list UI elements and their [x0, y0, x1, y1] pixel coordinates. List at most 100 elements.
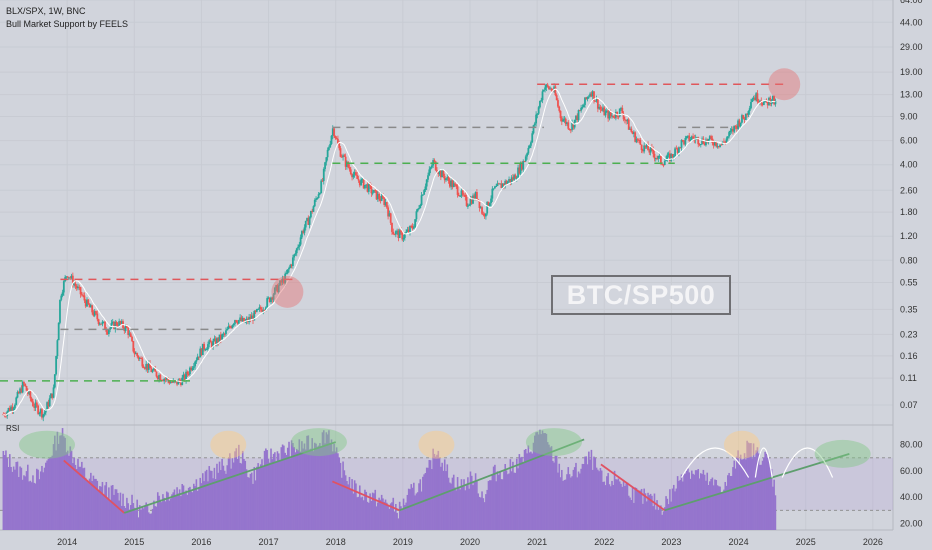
- candle-body: [724, 141, 727, 143]
- candle-body: [380, 195, 383, 201]
- candle-body: [26, 390, 29, 394]
- candle-body: [100, 323, 103, 325]
- candle-body: [625, 119, 628, 122]
- candle-body: [357, 178, 360, 181]
- candle-body: [559, 110, 562, 119]
- candle-body: [622, 113, 625, 120]
- candle-body: [586, 96, 589, 100]
- candle-body: [337, 138, 339, 144]
- candle-body: [564, 118, 567, 125]
- candle-body: [562, 119, 565, 122]
- candle-body: [124, 325, 127, 331]
- candle-body: [261, 309, 263, 312]
- candle-body: [19, 388, 21, 394]
- candle-body: [194, 361, 196, 367]
- candle-body: [50, 393, 52, 399]
- candle-body: [641, 150, 644, 152]
- price-tick-label: 0.11: [900, 373, 917, 383]
- price-tick-label: 0.07: [900, 400, 918, 410]
- candle-body: [530, 142, 532, 146]
- candle-body: [638, 139, 640, 141]
- candle-body: [546, 84, 549, 87]
- candle-body: [144, 367, 146, 369]
- candle-body: [523, 161, 526, 163]
- candle-body: [635, 139, 638, 142]
- candle-body: [734, 125, 737, 127]
- candle-body: [136, 353, 139, 356]
- candle-body: [447, 176, 450, 181]
- candle-body: [101, 321, 104, 325]
- candle-body: [55, 356, 58, 375]
- candle-body: [183, 374, 186, 381]
- candle-body: [62, 281, 65, 293]
- candle-body: [554, 86, 557, 96]
- candle-body: [506, 181, 509, 184]
- candle-body: [217, 338, 220, 343]
- candle-body: [212, 340, 215, 348]
- candle-body: [705, 139, 707, 146]
- candle-body: [545, 84, 548, 88]
- candle-body: [277, 285, 280, 293]
- price-tick-label: 0.23: [900, 329, 918, 339]
- candle-body: [566, 122, 568, 125]
- candle-body: [518, 167, 521, 174]
- rsi-highlight-circle: [210, 430, 247, 459]
- candle-body: [442, 170, 445, 177]
- candle-body: [747, 111, 750, 115]
- candle-body: [250, 315, 253, 320]
- candle-body: [344, 156, 347, 167]
- candle-body: [138, 357, 141, 359]
- rsi-highlight-circle: [290, 428, 347, 457]
- candle-body: [587, 96, 590, 98]
- candle-body: [452, 183, 455, 188]
- candle-body: [605, 110, 608, 112]
- candle-body: [232, 323, 235, 326]
- candle-body: [86, 299, 88, 307]
- candle-body: [203, 343, 205, 350]
- candle-body: [627, 119, 630, 130]
- candle-body: [104, 321, 106, 330]
- candle-body: [30, 398, 33, 402]
- candle-body: [125, 325, 128, 328]
- candle-body: [578, 110, 581, 112]
- candle-body: [177, 379, 180, 385]
- candle-body: [187, 373, 190, 375]
- candle-body: [163, 378, 166, 382]
- candle-body: [311, 210, 314, 212]
- candle-body: [235, 320, 238, 323]
- candle-body: [703, 143, 706, 146]
- candle-body: [423, 190, 426, 195]
- candle-body: [446, 176, 449, 179]
- candle-body: [496, 183, 499, 187]
- candle-body: [540, 100, 543, 102]
- candle-body: [312, 206, 315, 212]
- candle-body: [295, 248, 298, 254]
- candle-body: [243, 317, 245, 323]
- candle-body: [535, 114, 537, 124]
- candle-body: [16, 391, 19, 398]
- candle-body: [239, 317, 242, 321]
- candle-body: [84, 300, 87, 307]
- candle-body: [753, 97, 756, 101]
- candle-body: [617, 116, 620, 118]
- candle-body: [39, 409, 42, 414]
- candle-body: [263, 310, 266, 312]
- candle-body: [441, 170, 444, 178]
- candle-body: [732, 128, 734, 132]
- candle-body: [640, 144, 643, 151]
- candle-body: [150, 368, 153, 373]
- candle-body: [17, 391, 20, 394]
- candle-body: [416, 208, 419, 212]
- candle-body: [485, 213, 487, 217]
- candle-body: [398, 230, 401, 238]
- rsi-highlight-circle: [723, 430, 760, 459]
- candle-body: [392, 231, 395, 235]
- candle-body: [653, 153, 656, 159]
- candle-body: [643, 145, 646, 152]
- candle-body: [699, 144, 702, 146]
- candle-body: [710, 136, 712, 139]
- candle-body: [550, 88, 553, 91]
- candle-body: [279, 280, 281, 286]
- candle-body: [634, 132, 637, 142]
- candle-body: [692, 136, 694, 139]
